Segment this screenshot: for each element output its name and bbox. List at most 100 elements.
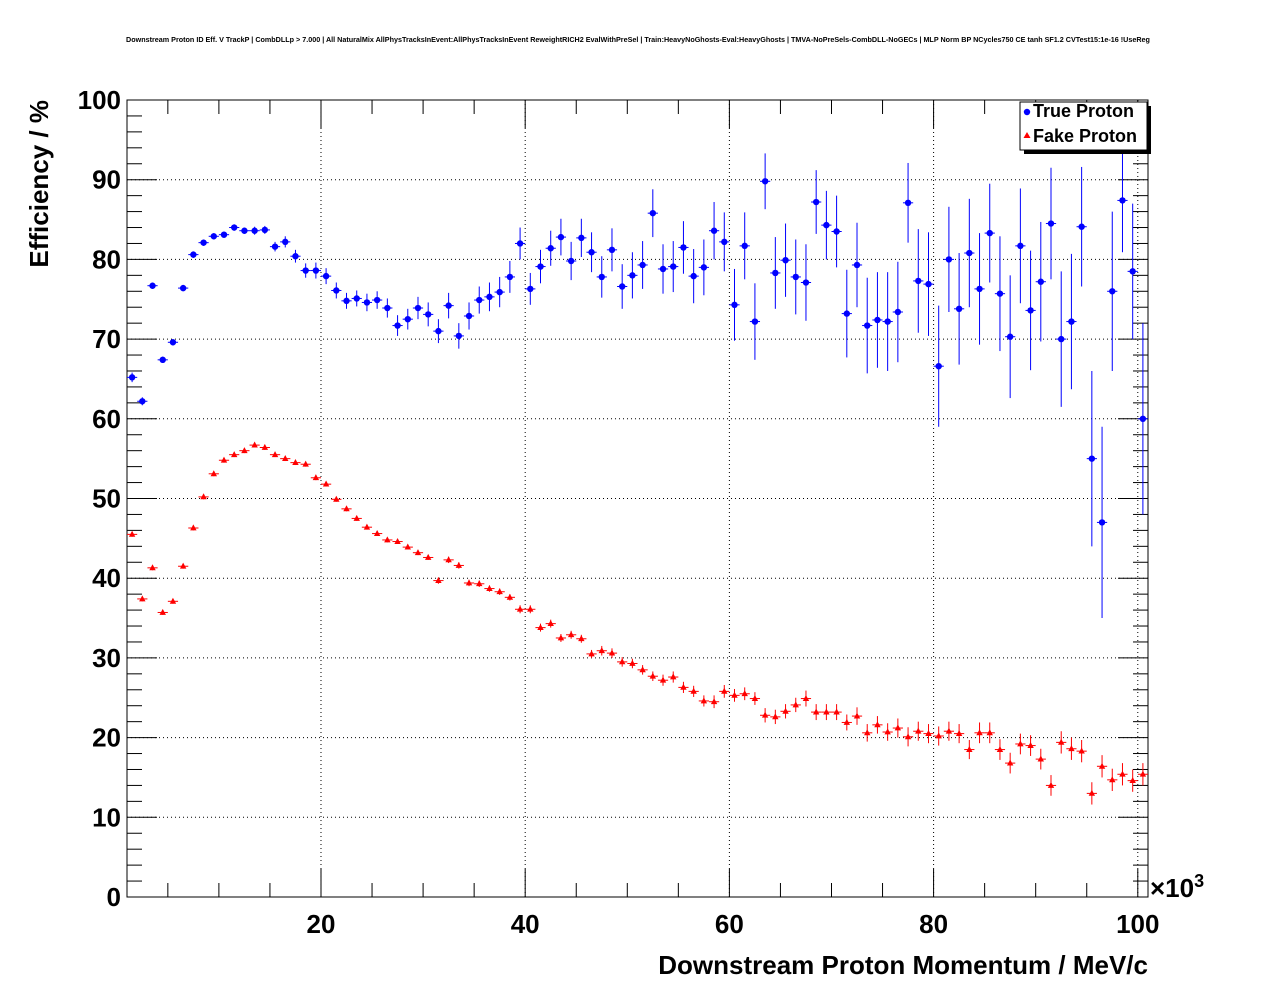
true-proton-point bbox=[280, 236, 291, 248]
y-tick-label-70: 70 bbox=[92, 324, 121, 354]
fake-proton-point bbox=[535, 623, 546, 632]
fake-proton-point bbox=[596, 645, 607, 656]
true-proton-point bbox=[218, 231, 230, 238]
fake-proton-point bbox=[831, 704, 842, 721]
legend-true-proton-marker bbox=[1023, 108, 1031, 116]
data-marker bbox=[1047, 220, 1055, 227]
data-marker bbox=[578, 234, 585, 242]
legend-fake-proton-marker bbox=[1023, 132, 1031, 138]
true-proton-point bbox=[382, 298, 393, 318]
fake-proton-point bbox=[954, 724, 965, 744]
data-marker bbox=[1027, 741, 1034, 748]
fake-proton-point bbox=[443, 556, 454, 564]
data-marker bbox=[159, 356, 166, 364]
data-marker bbox=[833, 228, 840, 235]
data-marker bbox=[465, 312, 473, 320]
data-marker bbox=[476, 296, 483, 304]
fake-proton-point bbox=[984, 722, 995, 744]
true-proton-point bbox=[157, 356, 168, 364]
true-proton-point bbox=[484, 282, 495, 312]
true-proton-point bbox=[780, 223, 791, 297]
fake-proton-point bbox=[218, 456, 230, 463]
fake-proton-point bbox=[474, 580, 485, 587]
data-marker bbox=[782, 707, 789, 714]
true-proton-point bbox=[851, 222, 863, 308]
data-marker bbox=[996, 745, 1004, 752]
fake-proton-point bbox=[1005, 752, 1016, 774]
true-proton-point bbox=[198, 239, 209, 246]
data-marker bbox=[1058, 335, 1065, 343]
data-marker bbox=[629, 272, 636, 279]
data-marker bbox=[1098, 519, 1106, 526]
true-proton-point bbox=[1127, 203, 1138, 340]
grid bbox=[127, 100, 1148, 897]
fake-proton-point bbox=[320, 480, 332, 487]
true-proton-point bbox=[494, 276, 505, 308]
fake-proton-point bbox=[862, 724, 873, 742]
data-marker bbox=[823, 708, 830, 715]
data-marker bbox=[731, 691, 738, 698]
fake-proton-point bbox=[1015, 733, 1026, 755]
true-proton-point bbox=[474, 286, 485, 314]
data-marker bbox=[333, 495, 340, 502]
fake-proton-point bbox=[280, 455, 291, 462]
true-proton-point bbox=[361, 293, 373, 312]
data-marker bbox=[833, 708, 840, 715]
data-marker bbox=[680, 244, 687, 251]
true-proton-point bbox=[790, 239, 801, 315]
data-marker bbox=[261, 443, 269, 450]
data-marker bbox=[925, 730, 932, 737]
legend: True Proton Fake Proton bbox=[1019, 101, 1151, 154]
fake-proton-point bbox=[229, 451, 240, 458]
data-marker bbox=[353, 514, 360, 521]
data-marker bbox=[802, 694, 810, 701]
x-tick-label-40: 40 bbox=[511, 909, 540, 939]
data-marker bbox=[649, 672, 657, 679]
true-proton-point bbox=[913, 229, 924, 333]
true-proton-point bbox=[433, 319, 444, 344]
data-marker bbox=[567, 257, 575, 265]
fake-proton-point bbox=[566, 630, 577, 639]
fake-proton-point bbox=[157, 608, 168, 615]
data-marker bbox=[557, 233, 565, 241]
true-proton-point bbox=[943, 206, 955, 313]
data-marker bbox=[578, 635, 585, 642]
fake-proton-point bbox=[749, 692, 761, 705]
chart-title: Downstream Proton ID Eff. V TrackP | Com… bbox=[126, 35, 1150, 44]
data-marker bbox=[710, 227, 718, 234]
data-marker bbox=[598, 647, 605, 654]
true-proton-point bbox=[249, 226, 260, 235]
fake-proton-point bbox=[770, 709, 781, 725]
fake-proton-point bbox=[708, 695, 720, 709]
x-tick-label-20: 20 bbox=[307, 909, 336, 939]
true-proton-point bbox=[933, 305, 944, 427]
data-marker bbox=[680, 683, 687, 690]
data-marker bbox=[1068, 745, 1075, 752]
data-marker bbox=[915, 277, 922, 285]
y-tick-label-50: 50 bbox=[92, 484, 121, 514]
true-proton-point bbox=[1025, 250, 1036, 371]
data-marker bbox=[547, 245, 554, 252]
data-marker bbox=[955, 305, 963, 313]
data-marker bbox=[782, 256, 789, 264]
fake-proton-point bbox=[453, 561, 464, 569]
true-proton-point bbox=[606, 228, 618, 272]
data-marker bbox=[455, 332, 463, 340]
y-tick-labels: 0 10 20 30 40 50 60 70 80 90 100 bbox=[78, 85, 121, 912]
data-marker bbox=[435, 327, 442, 335]
data-marker bbox=[996, 290, 1004, 297]
fake-proton-point bbox=[167, 597, 179, 604]
true-proton-point bbox=[596, 256, 607, 298]
data-marker bbox=[302, 460, 309, 467]
data-marker bbox=[343, 505, 350, 512]
fake-proton-point bbox=[1066, 737, 1077, 760]
data-marker bbox=[149, 282, 156, 289]
fake-proton-point bbox=[188, 524, 199, 531]
true-proton-point bbox=[637, 241, 648, 289]
fake-proton-point bbox=[606, 648, 618, 658]
data-marker bbox=[976, 285, 983, 293]
fake-proton-point bbox=[412, 549, 424, 556]
x-tick-label-60: 60 bbox=[715, 909, 744, 939]
data-marker bbox=[904, 733, 912, 740]
true-proton-point bbox=[800, 244, 812, 321]
